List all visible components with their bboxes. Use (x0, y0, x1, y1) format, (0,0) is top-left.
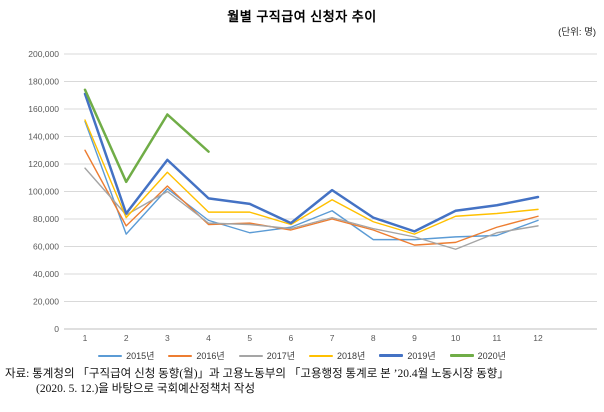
x-tick-label: 8 (371, 333, 376, 343)
unit-label: (단위: 명) (558, 27, 596, 38)
x-tick-label: 1 (83, 333, 88, 343)
x-tick-label: 9 (412, 333, 417, 343)
x-tick-label: 5 (247, 333, 252, 343)
y-tick-label: 120,000 (28, 159, 59, 169)
line-chart-plot: 0 20,000 40,000 60,000 80,000 100,000 120,000 1… (28, 49, 597, 343)
y-tick-label: 20,000 (33, 297, 59, 307)
y-tick-label: 0 (54, 324, 59, 334)
y-tick-label: 80,000 (33, 214, 59, 224)
series-line-2018 (84, 119, 539, 235)
legend-item-2020: 2020년 (449, 349, 506, 362)
legend-item-2015: 2015년 (98, 349, 154, 362)
x-tick-label: 11 (492, 333, 501, 343)
x-tick-label: 12 (533, 333, 543, 343)
x-tick-label: 6 (289, 333, 294, 343)
legend-item-2016: 2016년 (168, 349, 225, 362)
x-tick-label: 10 (451, 333, 461, 343)
series-line-2016 (84, 149, 539, 246)
series-line-2015 (84, 120, 539, 241)
y-tick-label: 180,000 (28, 77, 59, 87)
legend-item-2017: 2017년 (238, 349, 295, 362)
legend-label: 2016년 (196, 351, 225, 361)
y-tick-label: 160,000 (28, 104, 59, 114)
chart-legend: 2015년 2016년 2017년 2018년 2019년 2020년 (0, 349, 604, 362)
x-tick-label: 4 (206, 333, 211, 343)
series-line-2017 (84, 167, 539, 250)
source-note-line1: 자료: 통계청의 「구직급여 신청 동향(월)」과 고용노동부의 「고용행정 통… (5, 368, 509, 380)
source-note: 자료: 통계청의 「구직급여 신청 동향(월)」과 고용노동부의 「고용행정 통… (5, 367, 601, 397)
legend-item-2019: 2019년 (379, 349, 436, 362)
y-tick-label: 200,000 (28, 49, 59, 59)
legend-line-swatch (379, 354, 404, 357)
legend-line-swatch (98, 354, 123, 357)
y-tick-label: 60,000 (33, 242, 59, 252)
legend-label: 2018년 (337, 351, 366, 361)
chart-title: 월별 구직급여 신청자 추이 (227, 9, 377, 24)
legend-line-swatch (449, 354, 474, 357)
source-note-line2: (2020. 5. 12.)을 바탕으로 국회예산정책처 작성 (36, 383, 256, 395)
series-line-2020 (83, 88, 210, 184)
legend-label: 2017년 (266, 351, 295, 361)
legend-label: 2020년 (477, 351, 506, 361)
legend-label: 2015년 (126, 351, 155, 361)
y-tick-label: 100,000 (28, 187, 59, 197)
legend-item-2018: 2018년 (309, 349, 365, 362)
x-tick-label: 7 (330, 333, 335, 343)
x-tick-label: 3 (165, 333, 170, 343)
x-tick-label: 2 (124, 333, 129, 343)
y-tick-label: 40,000 (33, 269, 59, 279)
series-line-2019 (83, 92, 540, 233)
legend-line-swatch (238, 354, 263, 357)
y-tick-label: 140,000 (28, 132, 59, 142)
legend-line-swatch (168, 354, 193, 357)
legend-line-swatch (309, 354, 333, 357)
legend-label: 2019년 (407, 351, 436, 361)
